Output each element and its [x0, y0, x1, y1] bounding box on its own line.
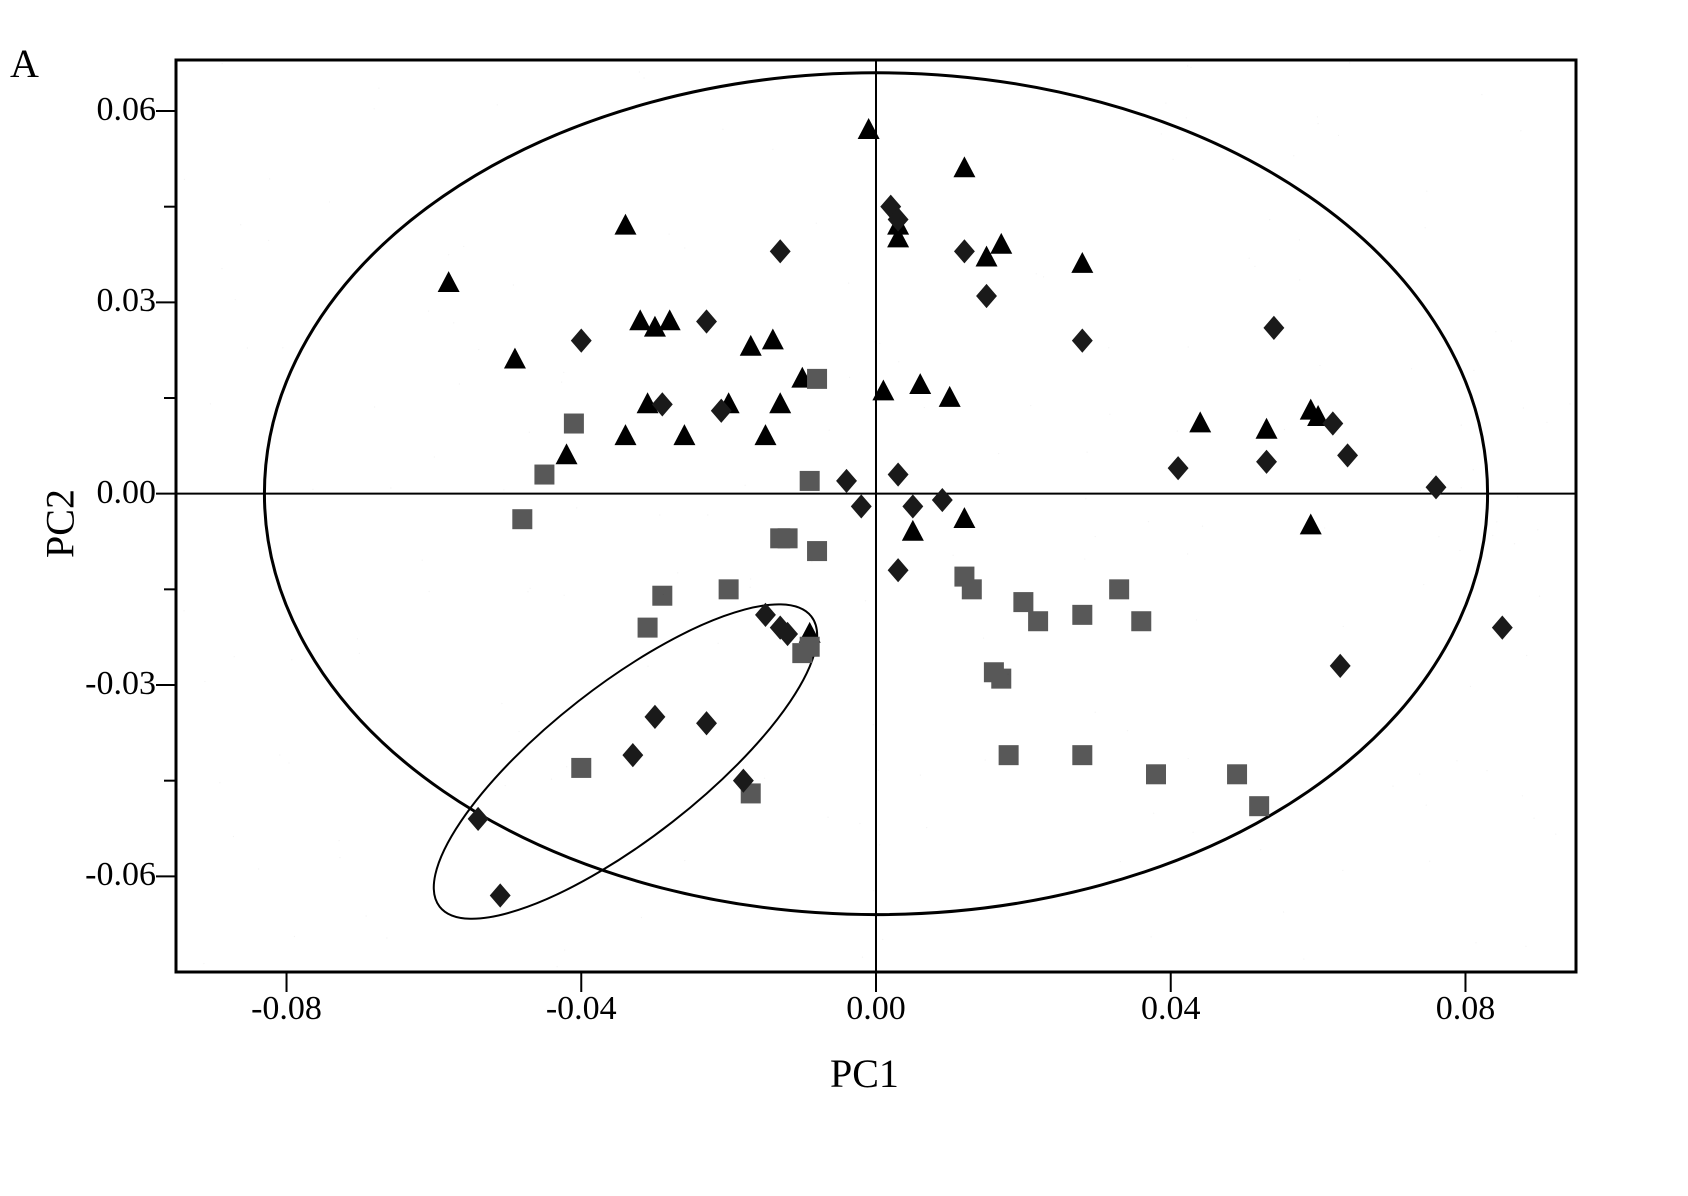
ytick-label: 0.00	[36, 474, 156, 512]
xtick-label: 0.04	[1111, 990, 1231, 1028]
figure-canvas: A PC2 PC1 -0.06 -0.03 0.00 0.03 0.06 -0.…	[0, 0, 1688, 1196]
xtick-label: -0.04	[521, 990, 641, 1028]
xtick-label: -0.08	[227, 990, 347, 1028]
ytick-label: -0.03	[36, 665, 156, 703]
ytick-label: 0.03	[36, 282, 156, 320]
x-axis-label: PC1	[830, 1050, 899, 1097]
xtick-label: 0.00	[816, 990, 936, 1028]
ytick-label: -0.06	[36, 856, 156, 894]
xtick-label: 0.08	[1405, 990, 1525, 1028]
ytick-label: 0.06	[36, 91, 156, 129]
